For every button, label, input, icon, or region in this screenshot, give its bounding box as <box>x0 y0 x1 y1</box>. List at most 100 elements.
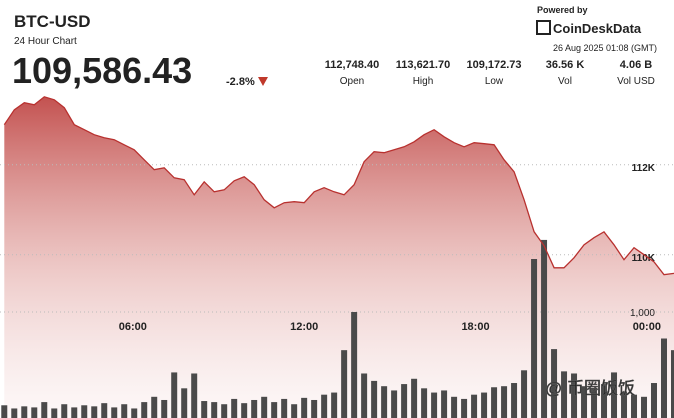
stat-value: 113,621.70 <box>396 59 450 71</box>
volume-bar <box>511 383 518 418</box>
volume-bar <box>191 373 198 418</box>
y-tick-label: 112K <box>632 163 656 174</box>
x-tick-label: 06:00 <box>119 321 147 333</box>
x-tick-label: 12:00 <box>290 321 318 333</box>
volume-bar <box>381 386 388 418</box>
volume-bar <box>521 370 528 418</box>
volume-bar <box>211 402 218 418</box>
volume-bar <box>641 396 648 418</box>
volume-bar <box>151 396 158 418</box>
volume-bar <box>451 396 458 418</box>
stat-label: Vol <box>558 76 572 87</box>
volume-bar <box>31 407 38 418</box>
volume-bar <box>261 396 268 418</box>
volume-bar <box>581 386 588 418</box>
volume-bar <box>291 404 298 418</box>
volume-bar <box>201 401 208 418</box>
volume-bar <box>121 404 128 418</box>
subtitle: 24 Hour Chart <box>14 36 77 47</box>
volume-bar <box>301 397 308 418</box>
volume-tick-label: 1,000 <box>630 308 655 319</box>
volume-bar <box>51 408 58 418</box>
stat-value: 109,172.73 <box>466 59 521 71</box>
volume-bar <box>371 380 378 418</box>
volume-bar <box>1 405 8 418</box>
plot: 112K 110K 1,000 06:00 12:00 18:00 00:00 <box>0 96 674 418</box>
volume-bar <box>101 403 108 418</box>
volume-bar <box>81 405 88 418</box>
volume-bar <box>461 398 468 418</box>
volume-bar <box>631 394 638 418</box>
powered-by: Powered by <box>537 5 588 15</box>
volume-bar <box>601 384 608 418</box>
volume-bar <box>431 392 438 418</box>
volume-bar <box>591 388 598 418</box>
volume-bar <box>21 406 28 418</box>
stat-label: Low <box>485 76 504 87</box>
volume-bar <box>671 350 674 418</box>
volume-bar <box>491 387 498 418</box>
price-area <box>4 96 674 418</box>
volume-bar <box>351 312 358 418</box>
volume-bar <box>481 392 488 418</box>
volume-bar <box>401 384 408 418</box>
volume-bar <box>71 407 78 418</box>
volume-bar <box>421 388 428 418</box>
timestamp: 26 Aug 2025 01:08 (GMT) <box>553 43 657 53</box>
volume-bar <box>651 383 658 418</box>
volume-bar <box>391 390 398 418</box>
stat-value: 4.06 B <box>620 59 652 71</box>
volume-bar <box>341 350 348 418</box>
x-tick-label: 00:00 <box>633 321 661 333</box>
volume-bar <box>501 386 508 418</box>
volume-bar <box>531 259 538 418</box>
symbol: BTC-USD <box>14 12 91 31</box>
volume-bar <box>621 391 628 418</box>
volume-bar <box>271 402 278 418</box>
volume-bar <box>361 373 368 418</box>
volume-bar <box>11 408 18 418</box>
volume-bar <box>441 390 448 418</box>
volume-bar <box>281 398 288 418</box>
price: 109,586.43 <box>12 50 192 91</box>
volume-bar <box>161 399 168 418</box>
watermark: @ 币圈饭饭 <box>545 379 635 398</box>
volume-bar <box>221 404 228 418</box>
volume-bar <box>331 392 338 418</box>
volume-bar <box>541 239 548 418</box>
stat-label: Open <box>340 76 364 87</box>
volume-bar <box>611 372 618 418</box>
stat-value: 112,748.40 <box>325 59 379 71</box>
volume-bar <box>571 373 578 418</box>
volume-bar <box>551 349 558 418</box>
volume-bar <box>561 371 568 418</box>
price-line <box>3 96 674 276</box>
stat-value: 36.56 K <box>546 59 585 71</box>
volume-bar <box>471 394 478 418</box>
x-tick-label: 18:00 <box>461 321 489 333</box>
volume-bar <box>181 388 188 418</box>
brand-icon <box>536 20 551 35</box>
volume-bar <box>131 408 138 418</box>
y-tick-label: 110K <box>632 253 656 264</box>
volume-bar <box>141 402 148 418</box>
change: -2.8% <box>226 76 255 88</box>
volume-bar <box>661 338 668 418</box>
volume-bar <box>251 399 258 418</box>
volume-bar <box>321 394 328 418</box>
volume-bar <box>411 378 418 418</box>
volume-bar <box>171 372 178 418</box>
volume-bar <box>41 402 48 418</box>
stat-label: High <box>413 76 434 87</box>
volume-bar <box>91 406 98 418</box>
down-arrow <box>258 77 268 86</box>
volume-bar <box>311 399 318 418</box>
volume-bar <box>111 407 118 418</box>
brand: CoinDeskData <box>553 21 642 36</box>
volume-bar <box>231 398 238 418</box>
volume-bar <box>61 404 68 418</box>
stat-label: Vol USD <box>617 76 655 87</box>
header: BTC-USD 24 Hour Chart 109,586.43 -2.8% P… <box>12 5 657 91</box>
volume-bar <box>241 403 248 418</box>
